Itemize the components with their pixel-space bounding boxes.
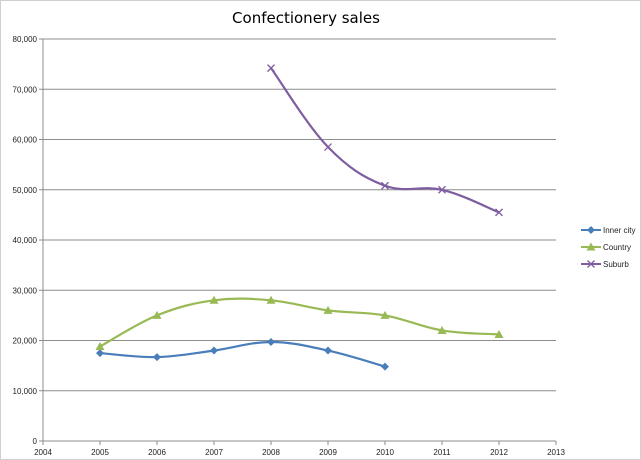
data-point-country (437, 325, 447, 334)
data-point-suburb (324, 143, 332, 151)
legend-marker-inner-city (587, 226, 595, 234)
legend-marker-country (586, 242, 596, 251)
legend-label-suburb: Suburb (603, 260, 629, 269)
legend: Inner city Country Suburb (581, 226, 635, 269)
data-point-country (323, 305, 333, 314)
data-point-inner-city (210, 346, 218, 355)
x-tick-label: 2010 (376, 448, 394, 457)
data-point-inner-city (96, 349, 104, 358)
x-tick-label: 2007 (205, 448, 223, 457)
y-tick-label: 60,000 (13, 136, 38, 145)
data-point-suburb-stroke (381, 181, 389, 190)
data-point-country (494, 329, 504, 338)
data-point-inner-city (381, 362, 389, 371)
y-tick-label: 10,000 (13, 387, 38, 396)
data-point-suburb (438, 185, 446, 194)
x-tick-label: 2008 (262, 448, 280, 457)
data-point-country (152, 310, 162, 319)
chart-title: Confectionery sales (232, 9, 380, 27)
y-tick-label: 80,000 (13, 35, 38, 44)
y-tick-label: 70,000 (13, 85, 38, 94)
legend-item-inner-city: Inner city (581, 226, 635, 235)
x-tick-label: 2006 (148, 448, 166, 457)
axes: 0 10,000 20,000 30,000 40,000 50,000 60,000 70,… (13, 35, 566, 457)
x-tick-label: 2009 (319, 448, 337, 457)
x-tick-label: 2013 (547, 448, 565, 457)
x-tick-label: 2004 (34, 448, 52, 457)
data-point-suburb (381, 181, 389, 190)
data-point-suburb-stroke (495, 208, 503, 217)
legend-label-inner-city: Inner city (603, 226, 635, 235)
x-tick-label: 2005 (91, 448, 109, 457)
x-tick-label: 2011 (433, 448, 451, 457)
data-point-country (95, 342, 105, 351)
legend-marker-suburb (587, 260, 595, 268)
series-inner-city (96, 338, 389, 371)
data-point-suburb (267, 64, 275, 73)
series-line-country (99, 297, 500, 348)
y-tick-label: 40,000 (13, 236, 38, 245)
data-point-suburb-stroke (438, 185, 446, 194)
data-point-suburb-stroke (267, 64, 275, 73)
data-point-country (209, 295, 219, 304)
data-point-country (380, 310, 390, 319)
y-tick-label: 50,000 (13, 186, 38, 195)
gridlines (43, 38, 556, 392)
series-country (95, 295, 504, 351)
data-point-suburb-stroke (324, 143, 332, 151)
legend-item-country: Country (581, 242, 631, 252)
series-group (95, 64, 504, 371)
legend-marker-suburb-stroke (587, 260, 595, 268)
series-suburb (267, 64, 503, 217)
x-tick-label: 2012 (490, 448, 508, 457)
series-line-inner-city (99, 340, 386, 368)
y-tick-label: 30,000 (13, 286, 38, 295)
data-point-inner-city (267, 338, 275, 347)
y-tick-label: 0 (33, 437, 38, 446)
legend-item-suburb: Suburb (581, 260, 629, 269)
data-point-suburb (495, 208, 503, 217)
series-line-suburb (270, 67, 500, 214)
y-tick-label: 20,000 (13, 337, 38, 346)
data-point-inner-city (153, 353, 161, 362)
data-point-inner-city (324, 346, 332, 355)
legend-label-country: Country (603, 243, 631, 252)
data-point-country (266, 295, 276, 304)
